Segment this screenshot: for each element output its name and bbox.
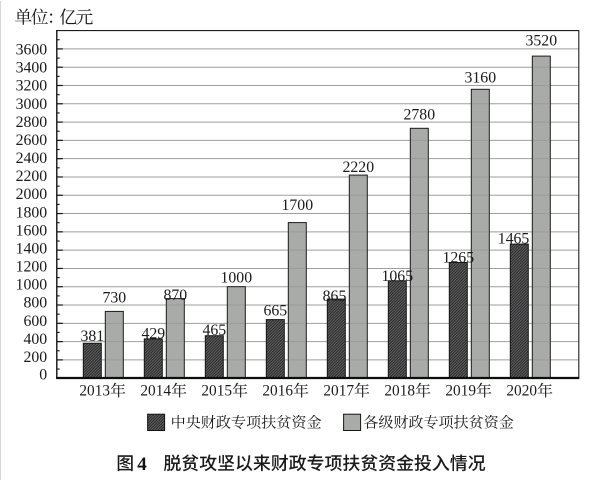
svg-text:1000: 1000: [221, 270, 253, 287]
svg-text:1600: 1600: [16, 222, 48, 239]
svg-text:2000: 2000: [16, 186, 48, 203]
svg-text:865: 865: [323, 288, 347, 305]
svg-text:3200: 3200: [16, 78, 48, 95]
svg-text:0: 0: [39, 367, 47, 384]
svg-text:2018: 2018: [384, 382, 415, 399]
svg-text:2013: 2013: [79, 382, 110, 399]
svg-text:2200: 2200: [16, 168, 48, 185]
svg-text:800: 800: [23, 295, 47, 312]
svg-text:400: 400: [23, 331, 47, 348]
svg-text:665: 665: [263, 303, 287, 320]
svg-text:3400: 3400: [16, 60, 48, 77]
svg-text:2220: 2220: [343, 159, 375, 176]
svg-text:381: 381: [80, 328, 104, 345]
svg-text:730: 730: [102, 290, 126, 307]
svg-text:429: 429: [141, 325, 165, 342]
svg-text:1465: 1465: [498, 230, 530, 247]
svg-text:2016: 2016: [262, 382, 293, 399]
svg-text:2017: 2017: [323, 382, 354, 399]
svg-text:2014: 2014: [140, 382, 171, 399]
svg-text:1000: 1000: [16, 277, 48, 294]
svg-text:3600: 3600: [16, 42, 48, 59]
svg-text:1800: 1800: [16, 204, 48, 221]
svg-text:2600: 2600: [16, 132, 48, 149]
svg-text:3000: 3000: [16, 96, 48, 113]
svg-text:2780: 2780: [404, 107, 436, 124]
svg-text:870: 870: [163, 287, 187, 304]
svg-text:200: 200: [23, 349, 47, 366]
svg-text:3520: 3520: [526, 32, 558, 49]
svg-text:2015: 2015: [201, 382, 232, 399]
svg-text:4: 4: [137, 454, 147, 475]
svg-text:2020: 2020: [506, 382, 537, 399]
svg-text:2400: 2400: [16, 150, 48, 167]
svg-text:3160: 3160: [465, 69, 497, 86]
svg-text:1200: 1200: [16, 259, 48, 276]
svg-text:1065: 1065: [382, 268, 414, 285]
svg-text:600: 600: [23, 313, 47, 330]
svg-text:1700: 1700: [282, 197, 314, 214]
svg-text:2019: 2019: [445, 382, 476, 399]
svg-text:1400: 1400: [16, 240, 48, 257]
svg-text:1265: 1265: [443, 249, 475, 266]
svg-text:2800: 2800: [16, 114, 48, 131]
svg-text:465: 465: [202, 322, 226, 339]
